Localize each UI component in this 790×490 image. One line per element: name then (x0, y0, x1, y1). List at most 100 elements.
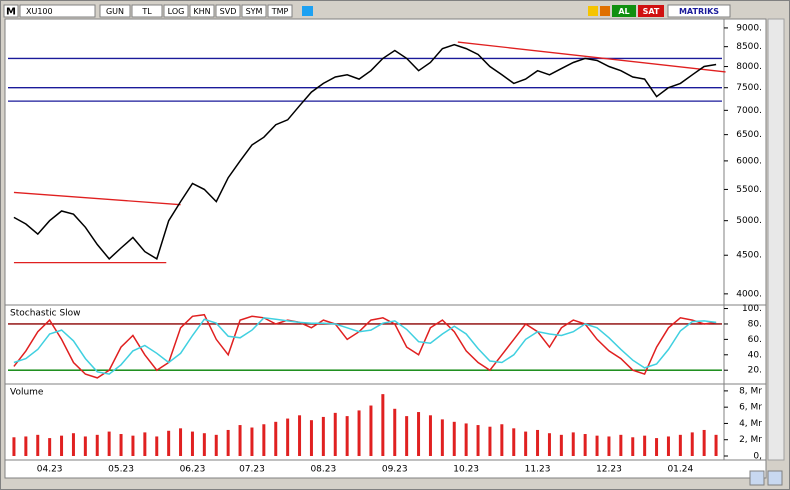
x-tick-label: 05.23 (108, 465, 134, 475)
volume-bar (405, 416, 409, 456)
volume-bar (452, 421, 456, 456)
toolbar-button[interactable] (163, 4, 189, 18)
x-tick-label: 09.23 (382, 465, 408, 475)
volume-bar (309, 420, 313, 456)
toolbar-button[interactable] (241, 4, 267, 18)
volume-bar (357, 410, 361, 456)
y-tick-label: 100. (742, 304, 762, 314)
volume-bar (476, 425, 480, 456)
toolbar-button-label: SVD (220, 7, 237, 16)
volume-bar (655, 438, 659, 456)
volume-bar (440, 419, 444, 456)
y-tick-label: 7000. (736, 106, 762, 116)
menu-button[interactable] (3, 4, 19, 18)
volume-bar (524, 431, 528, 456)
sell-label: SAT (643, 7, 660, 16)
volume-bar (262, 424, 266, 456)
volume-bar (214, 434, 218, 456)
zoom-button[interactable] (767, 470, 783, 486)
volume-bar (488, 426, 492, 456)
y-tick-label: 4000. (736, 289, 762, 299)
chart-area (4, 18, 767, 461)
y-tick-label: 2, Mr (739, 435, 762, 445)
x-tick-label: 11.23 (525, 465, 551, 475)
y-tick-label: 8000. (736, 62, 762, 72)
toolbar-button-label: GUN (106, 7, 124, 16)
y-tick-label: 4500. (736, 251, 762, 261)
y-tick-label: 9000. (736, 23, 762, 33)
toolbar-button-label: TMP (271, 7, 289, 16)
volume-bar (190, 431, 194, 456)
x-tick-label: 12.23 (596, 465, 622, 475)
series-line (13, 317, 717, 375)
volume-bar (428, 415, 432, 456)
y-tick-label: 80. (748, 319, 762, 329)
toolbar-button[interactable] (267, 4, 293, 18)
buy-button[interactable] (612, 5, 636, 17)
volume-bar (48, 438, 52, 456)
y-tick-label: 40. (748, 350, 762, 360)
volume-bar (107, 431, 111, 456)
y-tick-label: 4, Mr (739, 419, 762, 429)
volume-bar (536, 429, 540, 456)
volume-bar (678, 434, 682, 456)
star-icon[interactable] (600, 6, 610, 16)
toolbar-button[interactable] (189, 4, 215, 18)
volume-bar (179, 428, 183, 456)
twitter-icon[interactable] (302, 6, 313, 16)
x-tick-label: 07.23 (239, 465, 265, 475)
x-axis-strip (4, 459, 767, 479)
series-line (13, 43, 717, 261)
volume-bar (500, 424, 504, 456)
volume-bar (702, 429, 706, 456)
toolbar: M XU100 GUN TL LOG KHN SVD SYM TMP AL SAT MATR… (3, 4, 731, 18)
y-tick-label: 8, Mr (739, 386, 762, 396)
volume-bar (238, 425, 242, 456)
x-tick-label: 08.23 (310, 465, 336, 475)
volume-bar (333, 412, 337, 456)
panel-title: Stochastic Slow (10, 309, 81, 319)
volume-bar (690, 432, 694, 456)
volume-bar (714, 434, 718, 456)
volume-bar (202, 433, 206, 456)
toolbar-button[interactable] (131, 4, 163, 18)
y-tick-label: 60. (748, 335, 762, 345)
volume-bar (393, 408, 397, 456)
volume-bar (131, 435, 135, 456)
volume-bar (631, 437, 635, 456)
trend-line (13, 191, 181, 206)
volume-bar (547, 433, 551, 456)
y-tick-label: 20. (748, 366, 762, 376)
volume-bar (417, 412, 421, 456)
volume-bar (36, 434, 40, 456)
y-tick-label: 8500. (736, 42, 762, 52)
volume-bar (643, 435, 647, 456)
volume-bar (226, 429, 230, 456)
y-tick-label: 7500. (736, 83, 762, 93)
volume-bar (274, 421, 278, 456)
symbol: XU100 (26, 7, 53, 16)
toolbar-button[interactable] (215, 4, 241, 18)
volume-bar (12, 437, 16, 456)
volume-bar (24, 436, 28, 456)
symbol-box[interactable] (19, 4, 96, 18)
y-tick-label: 5500. (736, 185, 762, 195)
y-tick-label: 6000. (736, 156, 762, 166)
sell-button[interactable] (638, 5, 664, 17)
volume-bar (559, 434, 563, 456)
volume-bar (155, 436, 159, 456)
settings-button[interactable] (749, 470, 765, 486)
volume-bar (250, 427, 254, 456)
toolbar-button[interactable] (99, 4, 131, 18)
volume-bar (345, 416, 349, 456)
x-tick-label: 01.24 (667, 465, 693, 475)
side-scrollbar[interactable] (767, 18, 785, 461)
volume-bar (464, 423, 468, 456)
lightning-icon[interactable] (588, 6, 598, 16)
y-tick-label: 6500. (736, 130, 762, 140)
volume-bar (71, 433, 75, 456)
panel-title: Volume (10, 388, 44, 398)
volume-bar (321, 416, 325, 456)
volume-bar (369, 405, 373, 456)
